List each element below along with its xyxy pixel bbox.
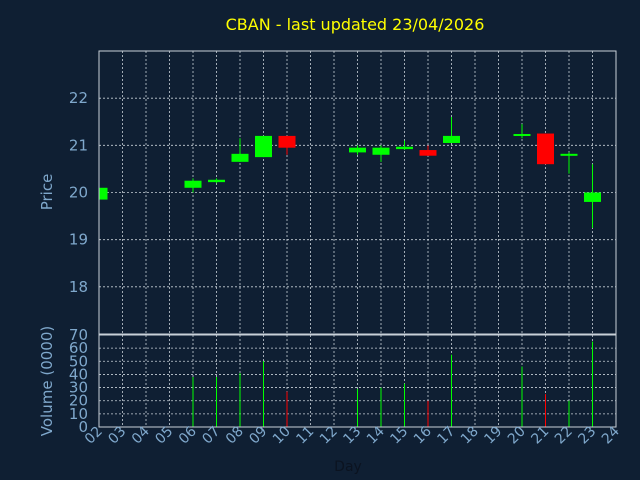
chart-title: CBAN - last updated 23/04/2026 bbox=[226, 15, 485, 34]
price-tick-label: 20 bbox=[69, 184, 88, 202]
candle-body bbox=[584, 192, 601, 202]
price-tick-label: 22 bbox=[69, 89, 88, 107]
candle-body bbox=[419, 150, 437, 156]
volume-tick-label: 20 bbox=[69, 392, 88, 410]
candle-body bbox=[443, 135, 460, 143]
price-grid bbox=[98, 51, 617, 334]
x-axis-label: Day bbox=[334, 459, 362, 475]
volume-bars bbox=[192, 341, 593, 427]
x-ticks: 02 03 04 05 06 07 08 09 10 11 12 13 14 15 16 17 18 19 20 21… bbox=[82, 423, 623, 447]
candle-body bbox=[372, 147, 390, 155]
price-tick-label: 19 bbox=[69, 231, 88, 249]
candle-body bbox=[537, 133, 554, 165]
candles bbox=[98, 117, 601, 228]
volume-axis-label: Volume (0000) bbox=[38, 326, 56, 436]
candle-body bbox=[278, 135, 296, 148]
volume-tick-label: 40 bbox=[69, 365, 88, 383]
volume-tick-label: 0 bbox=[78, 418, 88, 436]
volume-tick-label: 30 bbox=[69, 379, 88, 397]
candle-body bbox=[184, 180, 202, 188]
price-frame bbox=[98, 50, 617, 335]
volume-tick-label: 60 bbox=[69, 339, 88, 357]
candle-body bbox=[349, 147, 366, 153]
candle-body bbox=[99, 187, 108, 200]
price-y-ticks: 18 19 20 21 22 bbox=[69, 89, 88, 296]
volume-frame bbox=[98, 334, 617, 428]
volume-tick-label: 50 bbox=[69, 352, 88, 370]
candle-body bbox=[255, 135, 272, 158]
volume-tick-label: 70 bbox=[69, 326, 88, 344]
candle-body bbox=[231, 153, 249, 162]
volume-tick-label: 10 bbox=[69, 405, 88, 423]
candle-body bbox=[396, 146, 413, 150]
candle-body bbox=[560, 153, 578, 156]
candle-body bbox=[513, 134, 531, 137]
price-axis-label: Price bbox=[38, 174, 56, 211]
candle-body bbox=[208, 179, 225, 183]
price-tick-label: 21 bbox=[69, 136, 88, 154]
price-tick-label: 18 bbox=[69, 278, 88, 296]
